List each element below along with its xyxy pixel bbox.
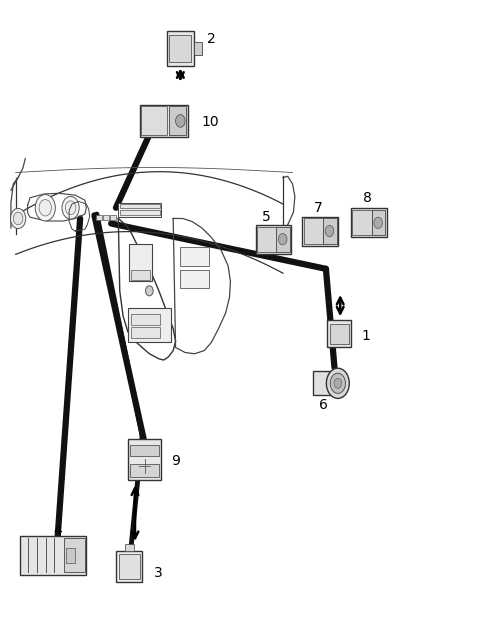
Circle shape — [62, 197, 79, 219]
Circle shape — [176, 114, 185, 127]
FancyBboxPatch shape — [120, 210, 160, 216]
Text: 1: 1 — [362, 329, 371, 343]
Text: 9: 9 — [171, 454, 180, 468]
Circle shape — [278, 234, 287, 245]
Circle shape — [11, 209, 26, 229]
FancyBboxPatch shape — [141, 106, 168, 135]
Circle shape — [334, 379, 342, 388]
Text: 8: 8 — [363, 191, 372, 205]
FancyBboxPatch shape — [372, 210, 385, 236]
FancyBboxPatch shape — [180, 270, 209, 288]
FancyBboxPatch shape — [257, 227, 276, 252]
FancyBboxPatch shape — [131, 327, 160, 338]
Text: 6: 6 — [319, 398, 328, 412]
FancyBboxPatch shape — [131, 314, 160, 325]
Text: 3: 3 — [154, 566, 163, 580]
Circle shape — [330, 374, 346, 393]
Text: 7: 7 — [314, 201, 323, 215]
FancyBboxPatch shape — [103, 216, 109, 221]
FancyBboxPatch shape — [130, 445, 159, 456]
FancyBboxPatch shape — [304, 219, 324, 244]
FancyBboxPatch shape — [169, 106, 186, 135]
FancyBboxPatch shape — [20, 535, 86, 574]
FancyBboxPatch shape — [66, 547, 75, 562]
FancyBboxPatch shape — [64, 538, 85, 572]
FancyBboxPatch shape — [302, 217, 338, 245]
FancyBboxPatch shape — [131, 270, 150, 279]
FancyBboxPatch shape — [129, 244, 152, 281]
FancyBboxPatch shape — [255, 225, 291, 253]
Circle shape — [325, 226, 334, 237]
Circle shape — [35, 195, 55, 221]
FancyBboxPatch shape — [120, 204, 160, 209]
Text: 10: 10 — [202, 115, 219, 129]
Circle shape — [374, 217, 383, 229]
Text: 4: 4 — [53, 524, 62, 538]
FancyBboxPatch shape — [128, 439, 161, 480]
FancyBboxPatch shape — [327, 320, 351, 347]
Circle shape — [326, 368, 349, 398]
Circle shape — [65, 201, 76, 215]
FancyBboxPatch shape — [124, 544, 134, 550]
FancyBboxPatch shape — [169, 35, 192, 62]
FancyBboxPatch shape — [313, 372, 335, 395]
FancyBboxPatch shape — [116, 550, 143, 582]
FancyBboxPatch shape — [96, 216, 102, 221]
FancyBboxPatch shape — [128, 308, 171, 343]
Circle shape — [39, 200, 51, 216]
FancyBboxPatch shape — [119, 554, 140, 579]
FancyBboxPatch shape — [330, 324, 349, 344]
FancyBboxPatch shape — [323, 219, 336, 244]
FancyBboxPatch shape — [140, 104, 188, 137]
FancyBboxPatch shape — [351, 209, 387, 238]
Text: 5: 5 — [262, 210, 270, 224]
FancyBboxPatch shape — [180, 246, 209, 265]
FancyBboxPatch shape — [194, 42, 202, 55]
FancyBboxPatch shape — [110, 216, 116, 221]
FancyBboxPatch shape — [130, 463, 159, 477]
FancyBboxPatch shape — [118, 203, 161, 217]
FancyBboxPatch shape — [167, 31, 194, 66]
FancyBboxPatch shape — [352, 210, 372, 236]
Circle shape — [145, 286, 153, 296]
FancyBboxPatch shape — [276, 227, 290, 252]
Text: 2: 2 — [206, 32, 216, 46]
Circle shape — [13, 212, 23, 225]
